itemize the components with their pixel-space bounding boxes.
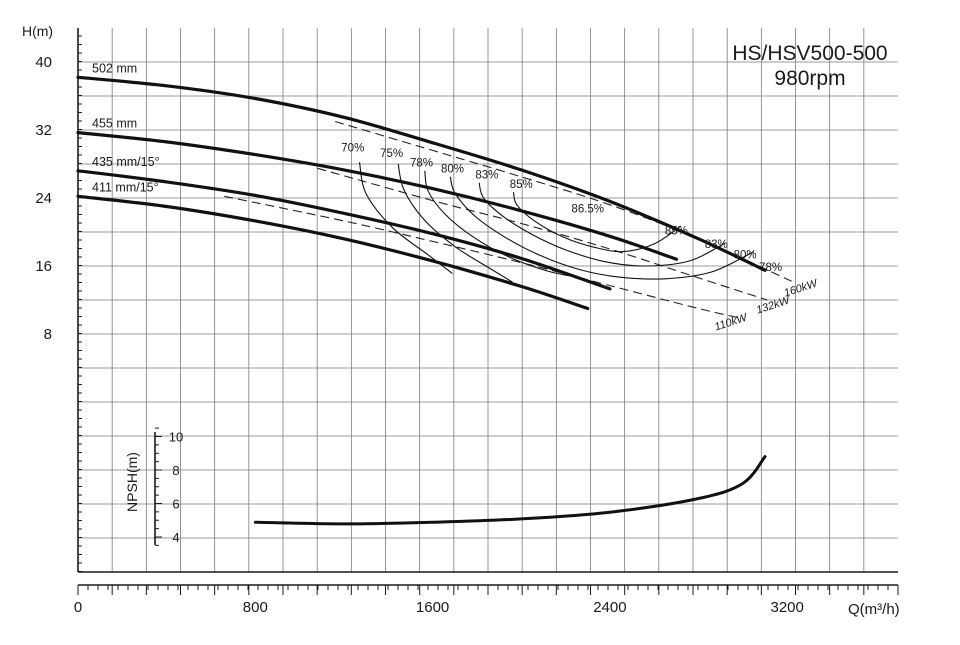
x-tick-label: 2400 [593, 599, 626, 616]
y-tick-label: 8 [44, 326, 52, 343]
efficiency-label: 78% [410, 158, 433, 170]
head-curve [76, 194, 590, 311]
head-curve [76, 75, 767, 272]
efficiency-label: 70% [341, 142, 364, 154]
axis-ticks: 0 800 1600 2400 3200 8 16 24 32 40 4 6 8 10 [35, 35, 899, 616]
grid [78, 28, 898, 572]
efficiency-label: 85% [665, 226, 688, 238]
power-label: 132kW [755, 294, 793, 316]
efficiency-curve-70% [358, 162, 453, 275]
efficiency-label: 85% [510, 179, 533, 191]
npsh-curves [253, 455, 767, 526]
power-label: 160kW [783, 277, 821, 299]
chart-subtitle: 980rpm [774, 67, 845, 90]
power-curve-110kW [224, 195, 744, 320]
head-curve [76, 131, 678, 261]
efficiency-label: 78% [759, 262, 782, 274]
efficiency-curve-75% [397, 163, 513, 283]
x-tick-label: 3200 [771, 599, 804, 616]
npsh-tick-label: 10 [169, 430, 183, 445]
efficiency-label: 80% [734, 249, 757, 261]
x-axis-label: Q(m³/h) [848, 601, 900, 618]
chart-title: HS/HSV500-500 [732, 42, 887, 65]
head-curve-label: 435 mm/15° [92, 155, 160, 169]
efficiency-curve-78% [424, 170, 582, 279]
npsh-tick-label: 6 [172, 497, 179, 512]
efficiency-label: 83% [475, 169, 498, 181]
x-tick-label: 800 [243, 599, 268, 616]
head-curves [76, 75, 767, 311]
y-tick-label: 16 [35, 258, 52, 275]
efficiency-curve-83% [478, 182, 726, 267]
head-curve-label: 455 mm [92, 117, 137, 131]
efficiency-curve-80% [449, 176, 755, 280]
efficiency-label: 86.5% [571, 203, 604, 215]
efficiency-label: 75% [380, 148, 403, 160]
y-tick-label: 32 [35, 122, 52, 139]
npsh-curve [253, 455, 767, 526]
x-tick-label: 1600 [416, 599, 449, 616]
head-curve [76, 169, 612, 291]
npsh-axis-label: NPSH(m) [124, 452, 140, 512]
efficiency-label: 83% [705, 239, 728, 251]
x-tick-label: 0 [74, 599, 82, 616]
efficiency-curve-85% [512, 191, 682, 253]
npsh-tick-label: 4 [172, 530, 179, 545]
efficiency-label: 80% [441, 164, 464, 176]
y-tick-label: 24 [35, 190, 52, 207]
curve-labels: 502 mm 455 mm 435 mm/15° 411 mm/15° 70% 75% 78… [92, 61, 820, 333]
power-label: 110kW [713, 311, 750, 333]
y-axis-label: H(m) [22, 23, 53, 39]
head-curve-label: 411 mm/15° [92, 180, 159, 194]
y-tick-label: 40 [35, 54, 52, 71]
power-curve-132kW [317, 167, 768, 301]
power-curve-160kW [334, 120, 792, 282]
head-curve-label: 502 mm [92, 61, 137, 75]
npsh-tick-label: 8 [172, 463, 179, 478]
